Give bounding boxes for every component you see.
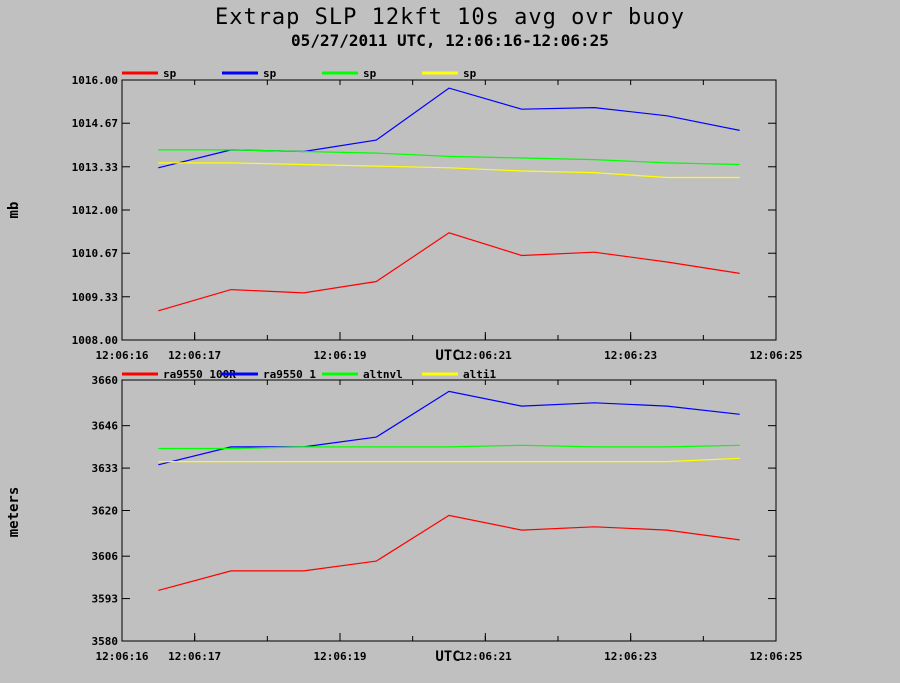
legend-label: ra9550_100R [163,368,236,381]
y-tick-label: 3646 [92,420,119,433]
series-line-4 [158,457,740,463]
series-line-1 [158,514,740,591]
chart-subtitle: 05/27/2011 UTC, 12:06:16-12:06:25 [291,31,609,50]
x-tick-label: 12:06:25 [750,349,803,362]
series-line-3 [158,149,740,166]
legend-label: sp [163,67,177,80]
y-tick-label: 1008.00 [72,334,118,347]
x-tick-label: 12:06:23 [604,349,657,362]
y-tick-label: 1009.33 [72,291,118,304]
plot-1: 1008.00 1009.33 1010.67 1012.00 1013.33 1014.… [6,67,802,364]
y-tick-label: 1010.67 [72,247,118,260]
y-tick-label: 3593 [92,593,119,606]
plot-frame [121,79,777,341]
chart-title: Extrap SLP 12kft 10s avg ovr buoy [214,5,686,30]
y-tick-label: 3580 [92,635,119,648]
x-tick-label: 12:06:17 [168,349,221,362]
legend-label: ra9550_1 [263,368,316,381]
y-tick-label: 1014.67 [72,117,118,130]
x-tick-label: 12:06:19 [314,349,367,362]
x-axis-label: UTC [435,649,460,665]
series-line-4 [158,162,740,179]
legend-label: sp [463,67,477,80]
x-tick-label: 12:06:16 [96,650,149,663]
y-tick-label: 1012.00 [72,204,118,217]
y-axis-label: meters [6,487,22,538]
x-tick-label: 12:06:21 [459,650,512,663]
x-tick-label: 12:06:19 [314,650,367,663]
x-axis-label: UTC [435,348,460,364]
x-tick-label: 12:06:25 [750,650,803,663]
x-tick-label: 12:06:16 [96,349,149,362]
plot-frame [121,379,777,642]
y-tick-label: 3633 [92,462,119,475]
x-tick-label: 12:06:17 [168,650,221,663]
series-line-1 [158,232,740,312]
series-line-3 [158,444,740,450]
x-tick-label: 12:06:21 [459,349,512,362]
y-tick-label: 3606 [92,550,119,563]
legend-label: sp [363,67,377,80]
series-line-2 [158,390,740,466]
x-tick-label: 12:06:23 [604,650,657,663]
y-tick-label: 1016.00 [72,74,118,87]
y-tick-label: 3620 [92,505,119,518]
y-axis-label: mb [6,202,22,219]
y-tick-label: 1013.33 [72,161,118,174]
y-tick-label: 3660 [92,374,119,387]
legend-label: sp [263,67,277,80]
legend-label: alti1 [463,368,496,381]
plot-2: 3580 3593 3606 3620 3633 3646 3660 12:06:16 12:0… [6,368,802,665]
legend-label: altnvl [363,368,403,381]
